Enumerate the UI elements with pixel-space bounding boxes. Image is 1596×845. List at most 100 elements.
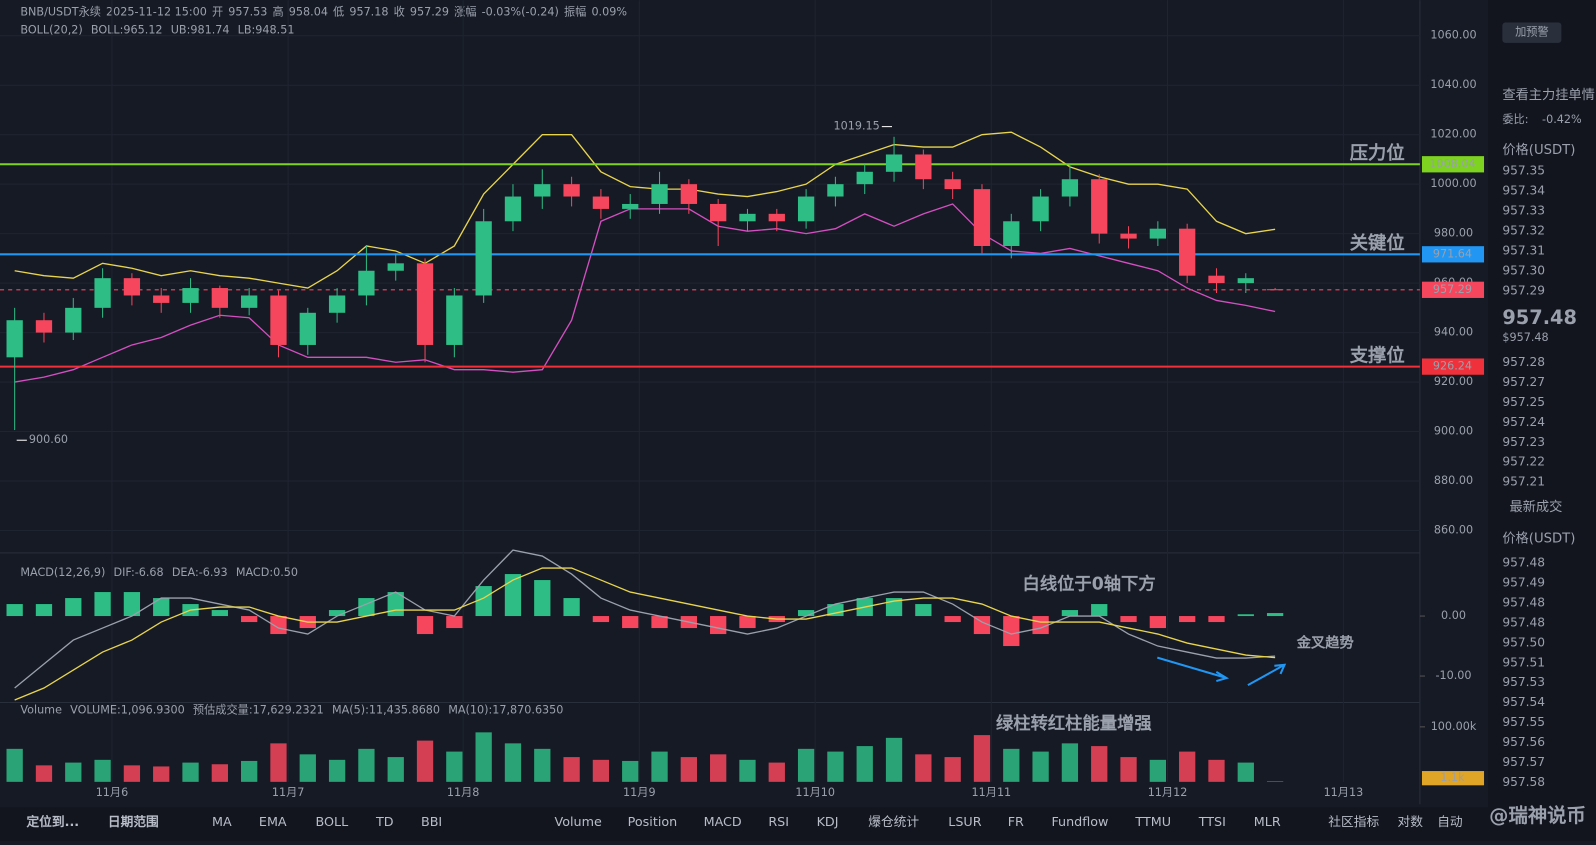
level-tag-label: 1008.04 bbox=[1429, 157, 1475, 170]
toolbar-item[interactable]: MACD bbox=[704, 814, 742, 829]
field-value: 957.18 bbox=[349, 5, 388, 18]
volume-bar bbox=[65, 762, 82, 782]
toolbar-item[interactable]: TTSI bbox=[1198, 814, 1226, 829]
macd-bar bbox=[944, 616, 961, 623]
toolbar-item[interactable]: EMA bbox=[259, 814, 287, 829]
toolbar-item[interactable]: 对数 bbox=[1398, 814, 1424, 829]
volume-bar bbox=[1032, 751, 1049, 782]
candle-body bbox=[680, 184, 697, 204]
macd-bar bbox=[65, 598, 82, 617]
toolbar-item[interactable]: Fundflow bbox=[1051, 814, 1108, 829]
candle-body bbox=[768, 213, 785, 222]
panel-text: 957.34 bbox=[1502, 184, 1545, 198]
volume-bar bbox=[153, 766, 170, 782]
panel-text: 957.55 bbox=[1502, 715, 1545, 729]
toolbar-item[interactable]: 日期范围 bbox=[108, 814, 159, 829]
legend-item: BOLL:965.12 bbox=[91, 24, 163, 37]
toolbar-item[interactable]: 爆仓统计 bbox=[868, 814, 919, 829]
toolbar-item[interactable]: TTMU bbox=[1134, 814, 1171, 829]
volume-bar bbox=[270, 743, 287, 782]
macd-bar bbox=[797, 610, 815, 617]
volume-bar bbox=[1149, 759, 1166, 782]
alert-button[interactable] bbox=[1502, 22, 1562, 43]
candle-body bbox=[241, 295, 258, 308]
macd-bar bbox=[1003, 616, 1020, 647]
x-tick-label: 11月6 bbox=[96, 786, 129, 799]
toolbar-item[interactable]: RSI bbox=[768, 814, 789, 829]
toolbar-item[interactable]: MA bbox=[212, 814, 232, 829]
legend-item: MA(5):11,435.8680 bbox=[332, 704, 440, 717]
candle-body bbox=[446, 295, 463, 345]
volume-bar bbox=[416, 740, 434, 782]
toolbar-item[interactable]: BBI bbox=[421, 814, 442, 829]
candle-body bbox=[1237, 278, 1254, 284]
toolbar-item[interactable]: 定位到... bbox=[26, 814, 79, 829]
legend-item: BOLL(20,2) bbox=[20, 24, 82, 37]
macd-bar bbox=[739, 616, 756, 629]
panel-text: 957.50 bbox=[1502, 635, 1545, 649]
field-label: 振幅 bbox=[564, 4, 586, 18]
macd-bar bbox=[592, 616, 610, 623]
toolbar-item[interactable]: LSUR bbox=[948, 814, 981, 829]
level-tag bbox=[1421, 156, 1485, 173]
volume-bar bbox=[622, 760, 639, 782]
field-label: 收 bbox=[394, 4, 405, 18]
toolbar-item[interactable]: TD bbox=[375, 814, 394, 829]
volume-bar bbox=[358, 748, 375, 782]
level-tag-label: 926.24 bbox=[1433, 360, 1472, 373]
panel-text: 957.33 bbox=[1502, 204, 1545, 218]
macd-bar bbox=[534, 580, 551, 617]
volume-bar bbox=[1266, 781, 1284, 782]
toolbar-item[interactable]: BOLL bbox=[315, 814, 349, 829]
panel-text: 查看主力挂单情 bbox=[1502, 87, 1595, 103]
watermark: @瑞神说币 bbox=[1489, 804, 1586, 827]
candle-body bbox=[885, 154, 903, 172]
toolbar-item[interactable]: MLR bbox=[1254, 814, 1281, 829]
volume-bar bbox=[1003, 748, 1020, 782]
macd-bar bbox=[504, 574, 522, 617]
panel-text: 957.56 bbox=[1502, 735, 1545, 749]
panel-text: -0.42% bbox=[1542, 113, 1582, 126]
candle-body bbox=[504, 196, 522, 222]
macd-bar bbox=[651, 616, 668, 629]
x-tick-label: 11月12 bbox=[1148, 786, 1188, 799]
toolbar-item[interactable]: 自动 bbox=[1437, 814, 1463, 829]
panel-text: 957.28 bbox=[1502, 355, 1545, 369]
volume-bar bbox=[592, 759, 610, 782]
macd-bar bbox=[35, 604, 53, 617]
candle-body bbox=[1091, 179, 1108, 234]
y-tick-label: 1060.00 bbox=[1430, 29, 1476, 42]
dea-line bbox=[14, 567, 1276, 701]
candle-body bbox=[563, 184, 580, 197]
toolbar-item[interactable]: Volume bbox=[554, 814, 601, 829]
toolbar-item[interactable]: FR bbox=[1008, 814, 1024, 829]
panel-text: 委比: bbox=[1502, 113, 1528, 126]
panel-text: 最新成交 bbox=[1509, 498, 1562, 515]
y-tick-label: 980.00 bbox=[1434, 227, 1473, 240]
volume-bar bbox=[651, 751, 668, 782]
candle-body bbox=[211, 288, 228, 308]
volume-bar bbox=[973, 735, 991, 782]
candle-body bbox=[1061, 179, 1079, 197]
field-label: 高 bbox=[273, 4, 284, 18]
high-marker: 1019.15 bbox=[834, 120, 880, 133]
panel-text: 957.21 bbox=[1502, 475, 1545, 489]
panel-text: 957.30 bbox=[1502, 263, 1545, 277]
macd-bar bbox=[563, 598, 580, 617]
macd-bar bbox=[710, 616, 727, 635]
toolbar-item[interactable]: 社区指标 bbox=[1328, 814, 1379, 829]
panel-text: 价格(USDT) bbox=[1502, 531, 1575, 547]
volume-bar bbox=[1120, 757, 1137, 782]
volume-tag bbox=[1421, 771, 1485, 786]
macd-bar bbox=[1266, 613, 1284, 617]
panel-text: 957.54 bbox=[1502, 695, 1545, 709]
y-tick-label: 940.00 bbox=[1434, 326, 1473, 339]
volume-bar bbox=[94, 759, 111, 782]
toolbar-item[interactable]: KDJ bbox=[817, 814, 839, 829]
candle-body bbox=[1266, 289, 1284, 291]
x-tick-label: 11月7 bbox=[272, 786, 305, 799]
legend-item: DIF:-6.68 bbox=[113, 566, 163, 579]
toolbar-item[interactable]: Position bbox=[628, 814, 678, 829]
field-value: 0.09% bbox=[591, 5, 627, 18]
candle-body bbox=[387, 263, 404, 271]
